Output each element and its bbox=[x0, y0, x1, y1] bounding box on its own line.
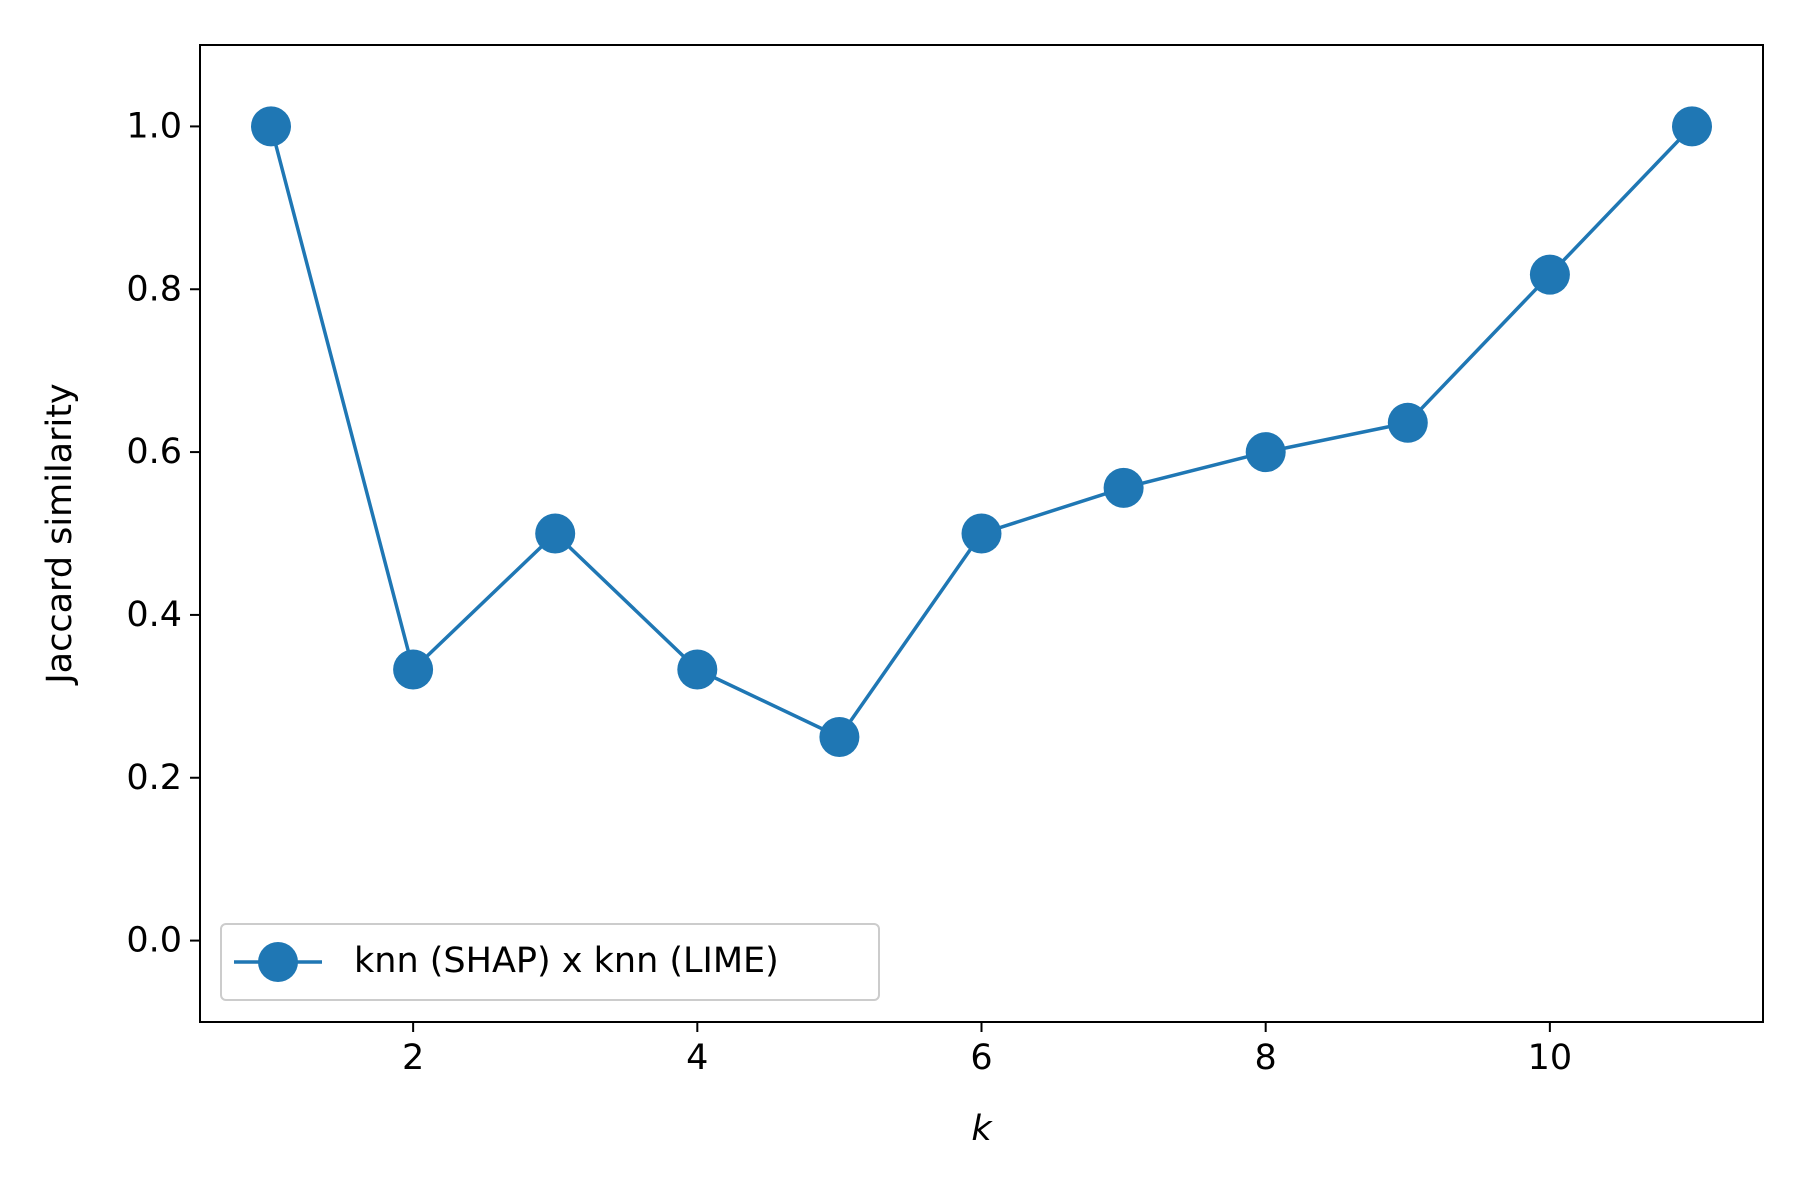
legend: knn (SHAP) x knn (LIME) bbox=[220, 923, 880, 1001]
x-tick-label: 4 bbox=[686, 1038, 708, 1078]
data-point bbox=[819, 717, 860, 757]
data-point bbox=[1672, 106, 1712, 147]
x-axis-label: k bbox=[971, 1109, 993, 1149]
x-tick-label: 8 bbox=[1255, 1038, 1277, 1078]
y-axis-label: Jaccard similarity bbox=[40, 383, 80, 685]
data-point bbox=[1387, 402, 1428, 443]
y-tick-label: 0.8 bbox=[126, 269, 182, 309]
y-tick-label: 0.2 bbox=[126, 758, 182, 798]
x-tick-label: 6 bbox=[970, 1038, 992, 1078]
axes: 2 4 6 8 10 0.0 0.2 0.4 0.6 0.8 1.0 bbox=[126, 44, 1764, 1078]
data-point bbox=[251, 106, 291, 147]
plot-area bbox=[251, 106, 1712, 757]
data-point bbox=[1245, 432, 1286, 473]
data-point bbox=[1103, 467, 1144, 508]
data-point bbox=[961, 513, 1002, 554]
x-tick-label: 10 bbox=[1528, 1038, 1573, 1078]
y-tick-label: 0.0 bbox=[126, 921, 182, 961]
data-point bbox=[677, 649, 718, 690]
x-tick-label: 2 bbox=[402, 1038, 424, 1078]
y-tick-label: 0.6 bbox=[126, 432, 182, 472]
data-point bbox=[1529, 254, 1570, 295]
y-tick-label: 1.0 bbox=[126, 106, 182, 146]
legend-series-label: knn (SHAP) x knn (LIME) bbox=[354, 941, 779, 981]
data-point bbox=[535, 513, 576, 554]
legend-frame bbox=[220, 923, 880, 1001]
data-point bbox=[393, 649, 434, 690]
y-tick-label: 0.4 bbox=[126, 595, 182, 635]
legend-series-marker bbox=[258, 942, 298, 982]
